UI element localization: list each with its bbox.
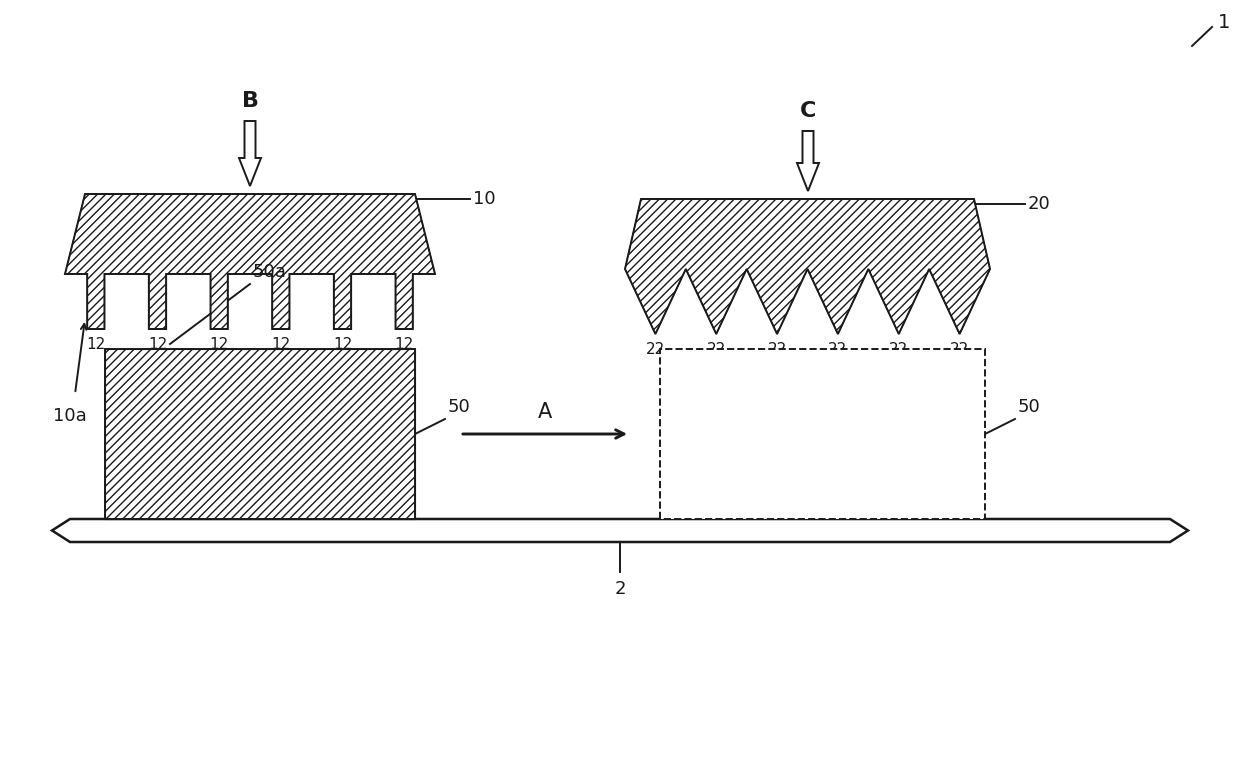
Text: 12: 12 bbox=[394, 337, 414, 352]
Polygon shape bbox=[239, 121, 260, 186]
Text: 22: 22 bbox=[950, 342, 970, 357]
Text: 10: 10 bbox=[472, 190, 496, 208]
Text: 10a: 10a bbox=[53, 407, 87, 425]
Text: 50: 50 bbox=[448, 398, 471, 416]
Polygon shape bbox=[625, 199, 990, 334]
Text: 20: 20 bbox=[1028, 195, 1050, 213]
Text: 2: 2 bbox=[614, 580, 626, 598]
Text: 12: 12 bbox=[332, 337, 352, 352]
Text: 22: 22 bbox=[889, 342, 909, 357]
Text: 12: 12 bbox=[87, 337, 105, 352]
Polygon shape bbox=[105, 349, 415, 519]
Text: A: A bbox=[538, 402, 552, 422]
Text: 22: 22 bbox=[768, 342, 786, 357]
Text: 12: 12 bbox=[148, 337, 167, 352]
Text: 1: 1 bbox=[1218, 13, 1230, 31]
Text: 12: 12 bbox=[272, 337, 290, 352]
Text: C: C bbox=[800, 101, 816, 121]
Polygon shape bbox=[52, 519, 1188, 542]
Polygon shape bbox=[660, 349, 985, 519]
Polygon shape bbox=[797, 131, 818, 191]
Text: 22: 22 bbox=[828, 342, 848, 357]
Text: B: B bbox=[242, 91, 258, 111]
Polygon shape bbox=[64, 194, 435, 329]
Text: 22: 22 bbox=[707, 342, 725, 357]
Text: 12: 12 bbox=[210, 337, 229, 352]
Text: 50a: 50a bbox=[253, 263, 286, 281]
Text: 22: 22 bbox=[646, 342, 665, 357]
Text: 50: 50 bbox=[1018, 398, 1040, 416]
